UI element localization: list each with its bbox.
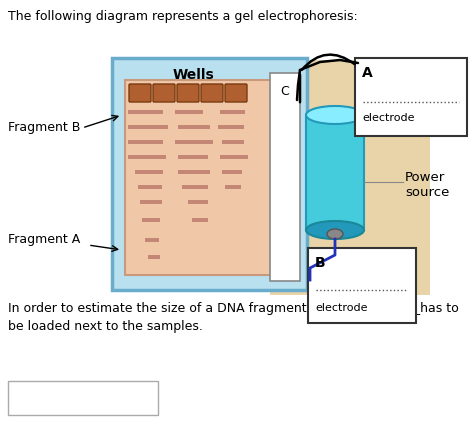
Bar	[222, 170, 242, 174]
Bar	[306, 115, 364, 230]
Text: electrode: electrode	[362, 113, 414, 123]
Bar	[270, 60, 430, 295]
Bar	[178, 170, 210, 174]
Text: be loaded next to the samples.: be loaded next to the samples.	[8, 320, 203, 333]
Text: B: B	[315, 256, 326, 270]
Bar	[218, 125, 244, 129]
Text: Fragment A: Fragment A	[8, 233, 80, 247]
Bar	[175, 110, 203, 114]
Bar	[225, 185, 241, 189]
FancyBboxPatch shape	[225, 84, 247, 102]
Text: Power
source: Power source	[405, 171, 449, 199]
Bar	[142, 218, 160, 222]
FancyBboxPatch shape	[177, 84, 199, 102]
Text: Wells: Wells	[173, 68, 215, 82]
Bar	[175, 140, 213, 144]
FancyBboxPatch shape	[308, 248, 416, 323]
Bar	[220, 110, 245, 114]
Text: C: C	[281, 85, 289, 98]
Bar	[128, 140, 163, 144]
Bar	[188, 200, 208, 204]
Text: Fragment B: Fragment B	[8, 122, 81, 135]
Bar	[148, 255, 160, 259]
Bar	[128, 110, 163, 114]
Text: electrode: electrode	[315, 303, 367, 313]
Text: A: A	[362, 66, 373, 80]
Bar	[192, 218, 208, 222]
Bar	[220, 155, 248, 159]
FancyBboxPatch shape	[125, 80, 273, 275]
Bar	[182, 185, 208, 189]
Ellipse shape	[327, 229, 343, 239]
Bar	[178, 155, 208, 159]
FancyBboxPatch shape	[153, 84, 175, 102]
FancyBboxPatch shape	[355, 58, 467, 136]
Ellipse shape	[306, 106, 364, 124]
Bar	[222, 140, 244, 144]
FancyBboxPatch shape	[201, 84, 223, 102]
Text: The following diagram represents a gel electrophoresis:: The following diagram represents a gel e…	[8, 10, 358, 23]
FancyBboxPatch shape	[129, 84, 151, 102]
Bar	[138, 185, 162, 189]
Bar	[178, 125, 210, 129]
Ellipse shape	[306, 221, 364, 239]
FancyBboxPatch shape	[8, 381, 158, 415]
Text: In order to estimate the size of a DNA fragment, a _______________has to: In order to estimate the size of a DNA f…	[8, 302, 459, 315]
Bar	[145, 238, 159, 242]
FancyBboxPatch shape	[270, 73, 300, 281]
Bar	[128, 155, 166, 159]
FancyBboxPatch shape	[112, 58, 307, 290]
Bar	[140, 200, 162, 204]
Bar	[135, 170, 163, 174]
Bar	[128, 125, 168, 129]
